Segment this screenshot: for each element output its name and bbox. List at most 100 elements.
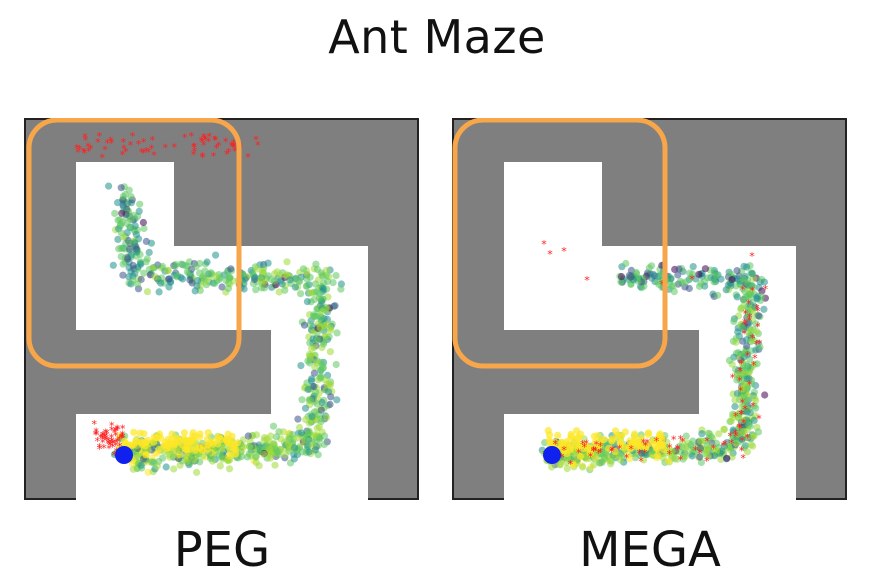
state-dot bbox=[130, 211, 138, 219]
goal-star-marker: * bbox=[596, 447, 602, 460]
goal-star-marker: * bbox=[754, 302, 760, 315]
state-dot bbox=[119, 233, 127, 241]
goal-star-marker: * bbox=[671, 433, 677, 446]
state-dot bbox=[725, 356, 734, 364]
state-dot bbox=[283, 258, 291, 266]
state-dot bbox=[318, 361, 326, 369]
state-dot bbox=[329, 279, 337, 287]
figure-title: Ant Maze bbox=[328, 10, 546, 64]
goal-star-marker: * bbox=[103, 430, 109, 443]
agent-start-dot bbox=[115, 446, 133, 464]
goal-markers: ****************************************… bbox=[541, 238, 768, 471]
highlight-box bbox=[452, 118, 668, 369]
state-dot bbox=[670, 282, 678, 290]
peg-maze-plot: **** ****** *** * ************ *** ***********… bbox=[24, 118, 419, 500]
goal-star-marker: * bbox=[598, 440, 604, 453]
goal-star-marker: * bbox=[757, 338, 763, 351]
highlight-box bbox=[26, 118, 242, 369]
state-dot bbox=[326, 400, 334, 408]
state-dot bbox=[119, 271, 127, 279]
state-dot bbox=[181, 262, 189, 270]
goal-star-marker: * bbox=[588, 451, 594, 464]
state-dot bbox=[704, 452, 712, 460]
state-dot bbox=[303, 282, 311, 290]
state-dot bbox=[204, 429, 212, 437]
state-dot bbox=[206, 454, 215, 462]
goal-star-marker: * bbox=[628, 443, 634, 456]
state-dot bbox=[251, 274, 259, 282]
state-dot bbox=[317, 374, 325, 382]
state-dot bbox=[681, 445, 689, 453]
state-dot bbox=[722, 286, 730, 294]
state-dot bbox=[714, 291, 722, 299]
state-dot bbox=[697, 437, 705, 445]
goal-star-marker: * bbox=[82, 131, 88, 144]
state-dot bbox=[654, 451, 662, 459]
state-dot bbox=[590, 461, 598, 469]
state-dot bbox=[685, 284, 693, 293]
goal-star-marker: * bbox=[739, 358, 745, 371]
state-dot bbox=[752, 404, 760, 412]
state-dot bbox=[318, 398, 326, 407]
goal-star-marker: * bbox=[746, 297, 752, 310]
state-dot bbox=[115, 245, 123, 253]
state-dot bbox=[299, 265, 308, 273]
state-dot bbox=[158, 262, 167, 270]
goal-star-marker: * bbox=[101, 442, 107, 455]
state-dot bbox=[252, 458, 260, 466]
goal-star-marker: * bbox=[738, 385, 744, 398]
state-dot bbox=[607, 460, 615, 468]
goal-star-marker: * bbox=[728, 430, 734, 443]
state-dot bbox=[740, 350, 748, 358]
goal-star-marker: * bbox=[162, 141, 168, 154]
goal-star-marker: * bbox=[191, 149, 197, 162]
state-dot bbox=[130, 441, 138, 449]
state-dot bbox=[631, 435, 639, 443]
state-dot bbox=[304, 430, 312, 438]
state-dot bbox=[200, 274, 208, 283]
state-dot bbox=[119, 202, 127, 211]
goal-star-marker: * bbox=[697, 447, 703, 460]
goal-star-marker: * bbox=[751, 359, 757, 372]
state-dot bbox=[322, 332, 330, 340]
state-dot bbox=[640, 456, 648, 464]
state-dot bbox=[183, 458, 191, 466]
state-dot bbox=[131, 239, 139, 247]
state-dot bbox=[155, 288, 163, 296]
state-dot bbox=[281, 451, 289, 459]
goal-star-marker: * bbox=[103, 426, 109, 439]
state-dot bbox=[667, 275, 675, 283]
state-dot bbox=[752, 320, 760, 328]
state-dot bbox=[295, 423, 304, 432]
state-dot bbox=[281, 286, 289, 294]
state-dot bbox=[143, 255, 151, 263]
goal-star-marker: * bbox=[744, 431, 750, 444]
state-dot bbox=[739, 275, 748, 283]
goal-star-marker: * bbox=[139, 146, 145, 159]
state-dot bbox=[751, 303, 759, 311]
state-dot bbox=[109, 261, 117, 269]
state-dot bbox=[720, 425, 728, 433]
state-dot bbox=[688, 452, 696, 460]
state-dot bbox=[132, 231, 140, 239]
goal-star-marker: * bbox=[642, 447, 648, 460]
state-dot bbox=[621, 428, 629, 436]
state-dot bbox=[311, 446, 320, 454]
state-dot bbox=[127, 251, 135, 259]
state-dot bbox=[216, 462, 224, 470]
goal-star-marker: * bbox=[742, 318, 748, 331]
state-dot bbox=[145, 248, 153, 256]
state-dot bbox=[655, 280, 663, 289]
goal-star-marker: * bbox=[226, 146, 232, 159]
state-dot bbox=[753, 328, 761, 336]
goal-star-marker: * bbox=[141, 147, 147, 160]
state-dot bbox=[137, 461, 145, 469]
state-dot bbox=[240, 285, 248, 293]
goal-star-marker: * bbox=[149, 143, 155, 156]
state-dot bbox=[608, 435, 616, 443]
state-dot bbox=[761, 391, 769, 399]
state-dot bbox=[150, 459, 158, 467]
visited-states bbox=[538, 259, 769, 474]
state-dot bbox=[733, 293, 741, 301]
state-dot bbox=[720, 442, 728, 450]
